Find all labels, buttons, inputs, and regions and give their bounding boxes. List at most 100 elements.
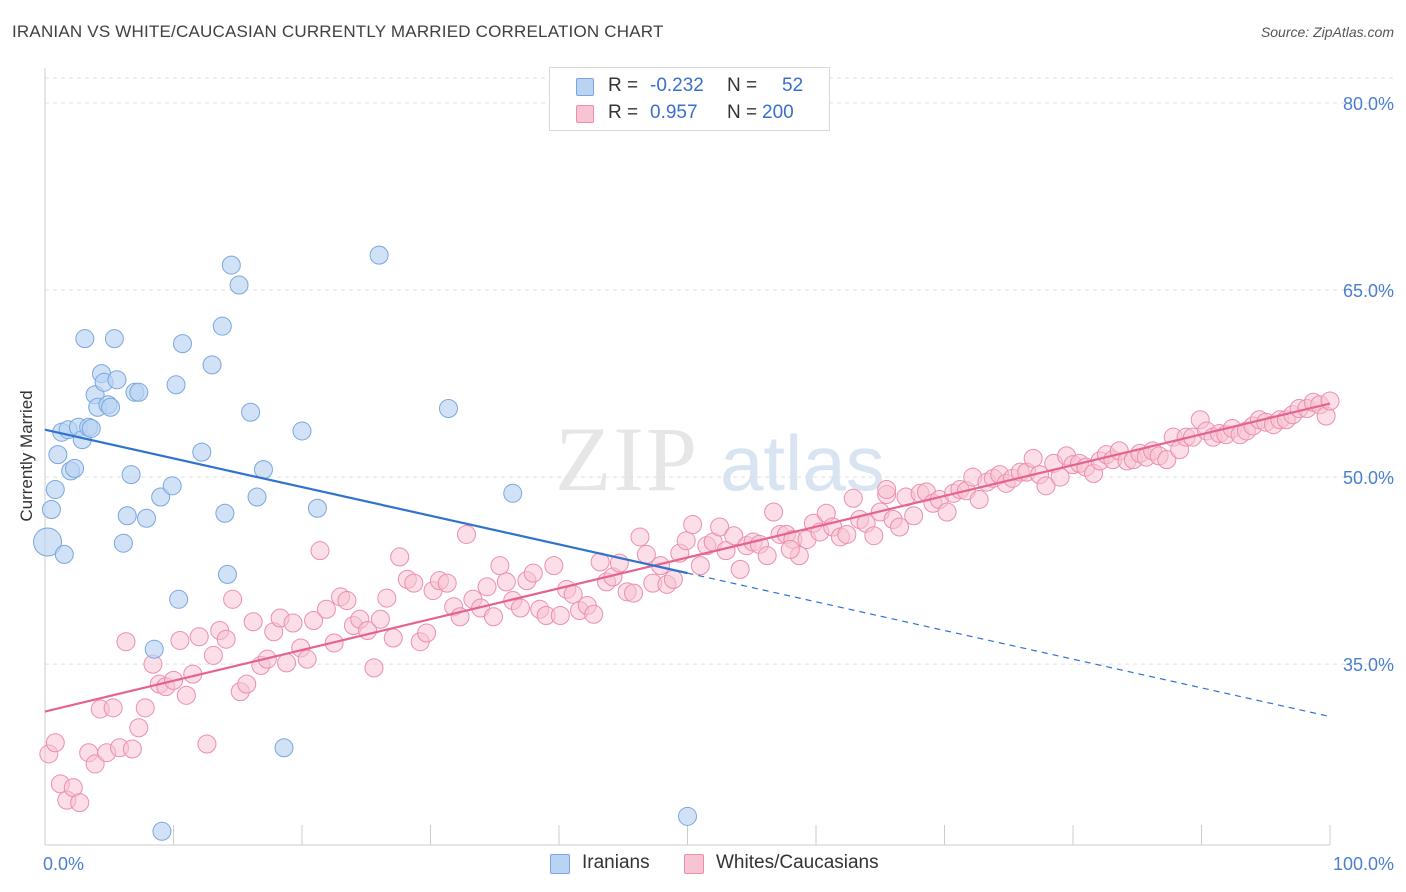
whites-point bbox=[837, 524, 857, 544]
gridlines bbox=[45, 77, 1394, 665]
whites-point bbox=[135, 698, 155, 718]
iranians-swatch bbox=[576, 78, 594, 96]
x-tick-label-max: 100.0% bbox=[1333, 854, 1394, 874]
whites-point bbox=[377, 588, 397, 608]
iranians-point bbox=[48, 445, 68, 465]
iranians-point bbox=[129, 382, 149, 402]
r-value: 0.957 bbox=[650, 102, 698, 123]
n-label: N = bbox=[727, 102, 758, 123]
whites-point bbox=[390, 547, 410, 567]
whites-point bbox=[216, 629, 236, 649]
whites-point bbox=[116, 632, 136, 652]
whites-point bbox=[237, 674, 257, 694]
iranians-legend-label: Iranians bbox=[582, 852, 650, 873]
n-label: N = bbox=[727, 75, 758, 96]
iranians-point bbox=[678, 806, 697, 826]
whites-point bbox=[176, 685, 196, 705]
whites-point bbox=[277, 653, 297, 673]
whites-point bbox=[197, 734, 217, 754]
whites-point bbox=[630, 527, 650, 547]
whites-point bbox=[624, 583, 644, 603]
whites-point bbox=[780, 539, 800, 559]
whites-point bbox=[584, 604, 604, 624]
whites-point bbox=[730, 559, 750, 579]
iranians-point bbox=[144, 639, 164, 659]
y-tick-label: 35.0% bbox=[1343, 655, 1394, 675]
iranians-point bbox=[369, 245, 389, 265]
whites-point bbox=[316, 599, 336, 619]
whites-point bbox=[103, 698, 123, 718]
whites-point bbox=[724, 526, 744, 546]
whites-point bbox=[496, 572, 516, 592]
x-tick-label-min: 0.0% bbox=[43, 854, 84, 874]
whites-point bbox=[283, 613, 303, 633]
iranians-point bbox=[169, 589, 189, 609]
iranians-point bbox=[229, 275, 249, 295]
iranians-point bbox=[33, 527, 63, 557]
whites-point bbox=[843, 488, 863, 508]
correlation-legend: R = -0.232 N = 52 R = 0.957 N = 200 bbox=[549, 67, 830, 131]
trend-lines bbox=[44, 402, 1331, 718]
whites-point bbox=[710, 517, 730, 537]
whites-point bbox=[203, 645, 223, 665]
whites-point bbox=[483, 607, 503, 627]
iranians-point bbox=[202, 355, 222, 375]
whites-point bbox=[676, 531, 696, 551]
iranians-point bbox=[41, 500, 61, 520]
whites-point bbox=[45, 733, 65, 753]
iranians-point bbox=[221, 255, 241, 275]
iranians-point bbox=[75, 329, 95, 349]
iranians-trend-line bbox=[44, 428, 688, 575]
iranians-point bbox=[212, 316, 232, 336]
whites-point bbox=[683, 514, 703, 534]
whites-point bbox=[764, 502, 784, 522]
whites-point bbox=[550, 606, 570, 626]
whites-point bbox=[937, 502, 957, 522]
whites-point bbox=[877, 480, 897, 500]
iranians-point bbox=[113, 533, 133, 553]
series-legend: Iranians Whites/Caucasians bbox=[0, 852, 1406, 878]
whites-point bbox=[404, 573, 424, 593]
whites-point bbox=[1036, 476, 1056, 496]
whites-point bbox=[904, 506, 924, 526]
whites-point bbox=[70, 793, 90, 813]
iranians-point bbox=[247, 487, 267, 507]
axes bbox=[44, 68, 1331, 846]
whites-point bbox=[189, 627, 209, 647]
whites-point bbox=[663, 569, 683, 589]
whites-point bbox=[1023, 448, 1043, 468]
whites-point bbox=[690, 556, 710, 576]
whites-point bbox=[383, 628, 403, 648]
iranians-point bbox=[215, 503, 235, 523]
whites-legend-swatch bbox=[684, 854, 704, 874]
iranians-point bbox=[307, 498, 327, 518]
iranians-point bbox=[438, 398, 458, 418]
whites-point bbox=[544, 556, 564, 576]
whites-point bbox=[364, 658, 384, 678]
r-value: -0.232 bbox=[650, 75, 704, 96]
iranians-trend-extension bbox=[687, 572, 1331, 718]
iranians-point bbox=[65, 458, 85, 478]
whites-point bbox=[310, 541, 330, 561]
y-tick-label: 50.0% bbox=[1343, 468, 1394, 488]
whites-point bbox=[1157, 450, 1177, 470]
iranians-point bbox=[45, 480, 65, 500]
chart-source: Source: ZipAtlas.com bbox=[1260, 24, 1394, 40]
whites-point bbox=[969, 490, 989, 510]
whites-point bbox=[1320, 391, 1340, 411]
whites-point bbox=[337, 591, 357, 611]
iranians-point bbox=[217, 564, 237, 584]
whites-point bbox=[864, 526, 884, 546]
iranians-point bbox=[166, 375, 186, 395]
whites-point bbox=[890, 517, 910, 537]
iranians-point bbox=[503, 483, 523, 503]
iranians-point bbox=[117, 506, 137, 526]
whites-swatch bbox=[576, 105, 594, 123]
tick-labels: 35.0% 50.0% 65.0% 80.0% 0.0% 100.0% bbox=[43, 94, 1394, 874]
whites-point bbox=[85, 754, 105, 774]
iranians-point bbox=[253, 460, 273, 480]
whites-point bbox=[490, 556, 510, 576]
iranians-point bbox=[137, 508, 157, 528]
iranians-point bbox=[101, 397, 121, 417]
whites-point bbox=[122, 739, 142, 759]
